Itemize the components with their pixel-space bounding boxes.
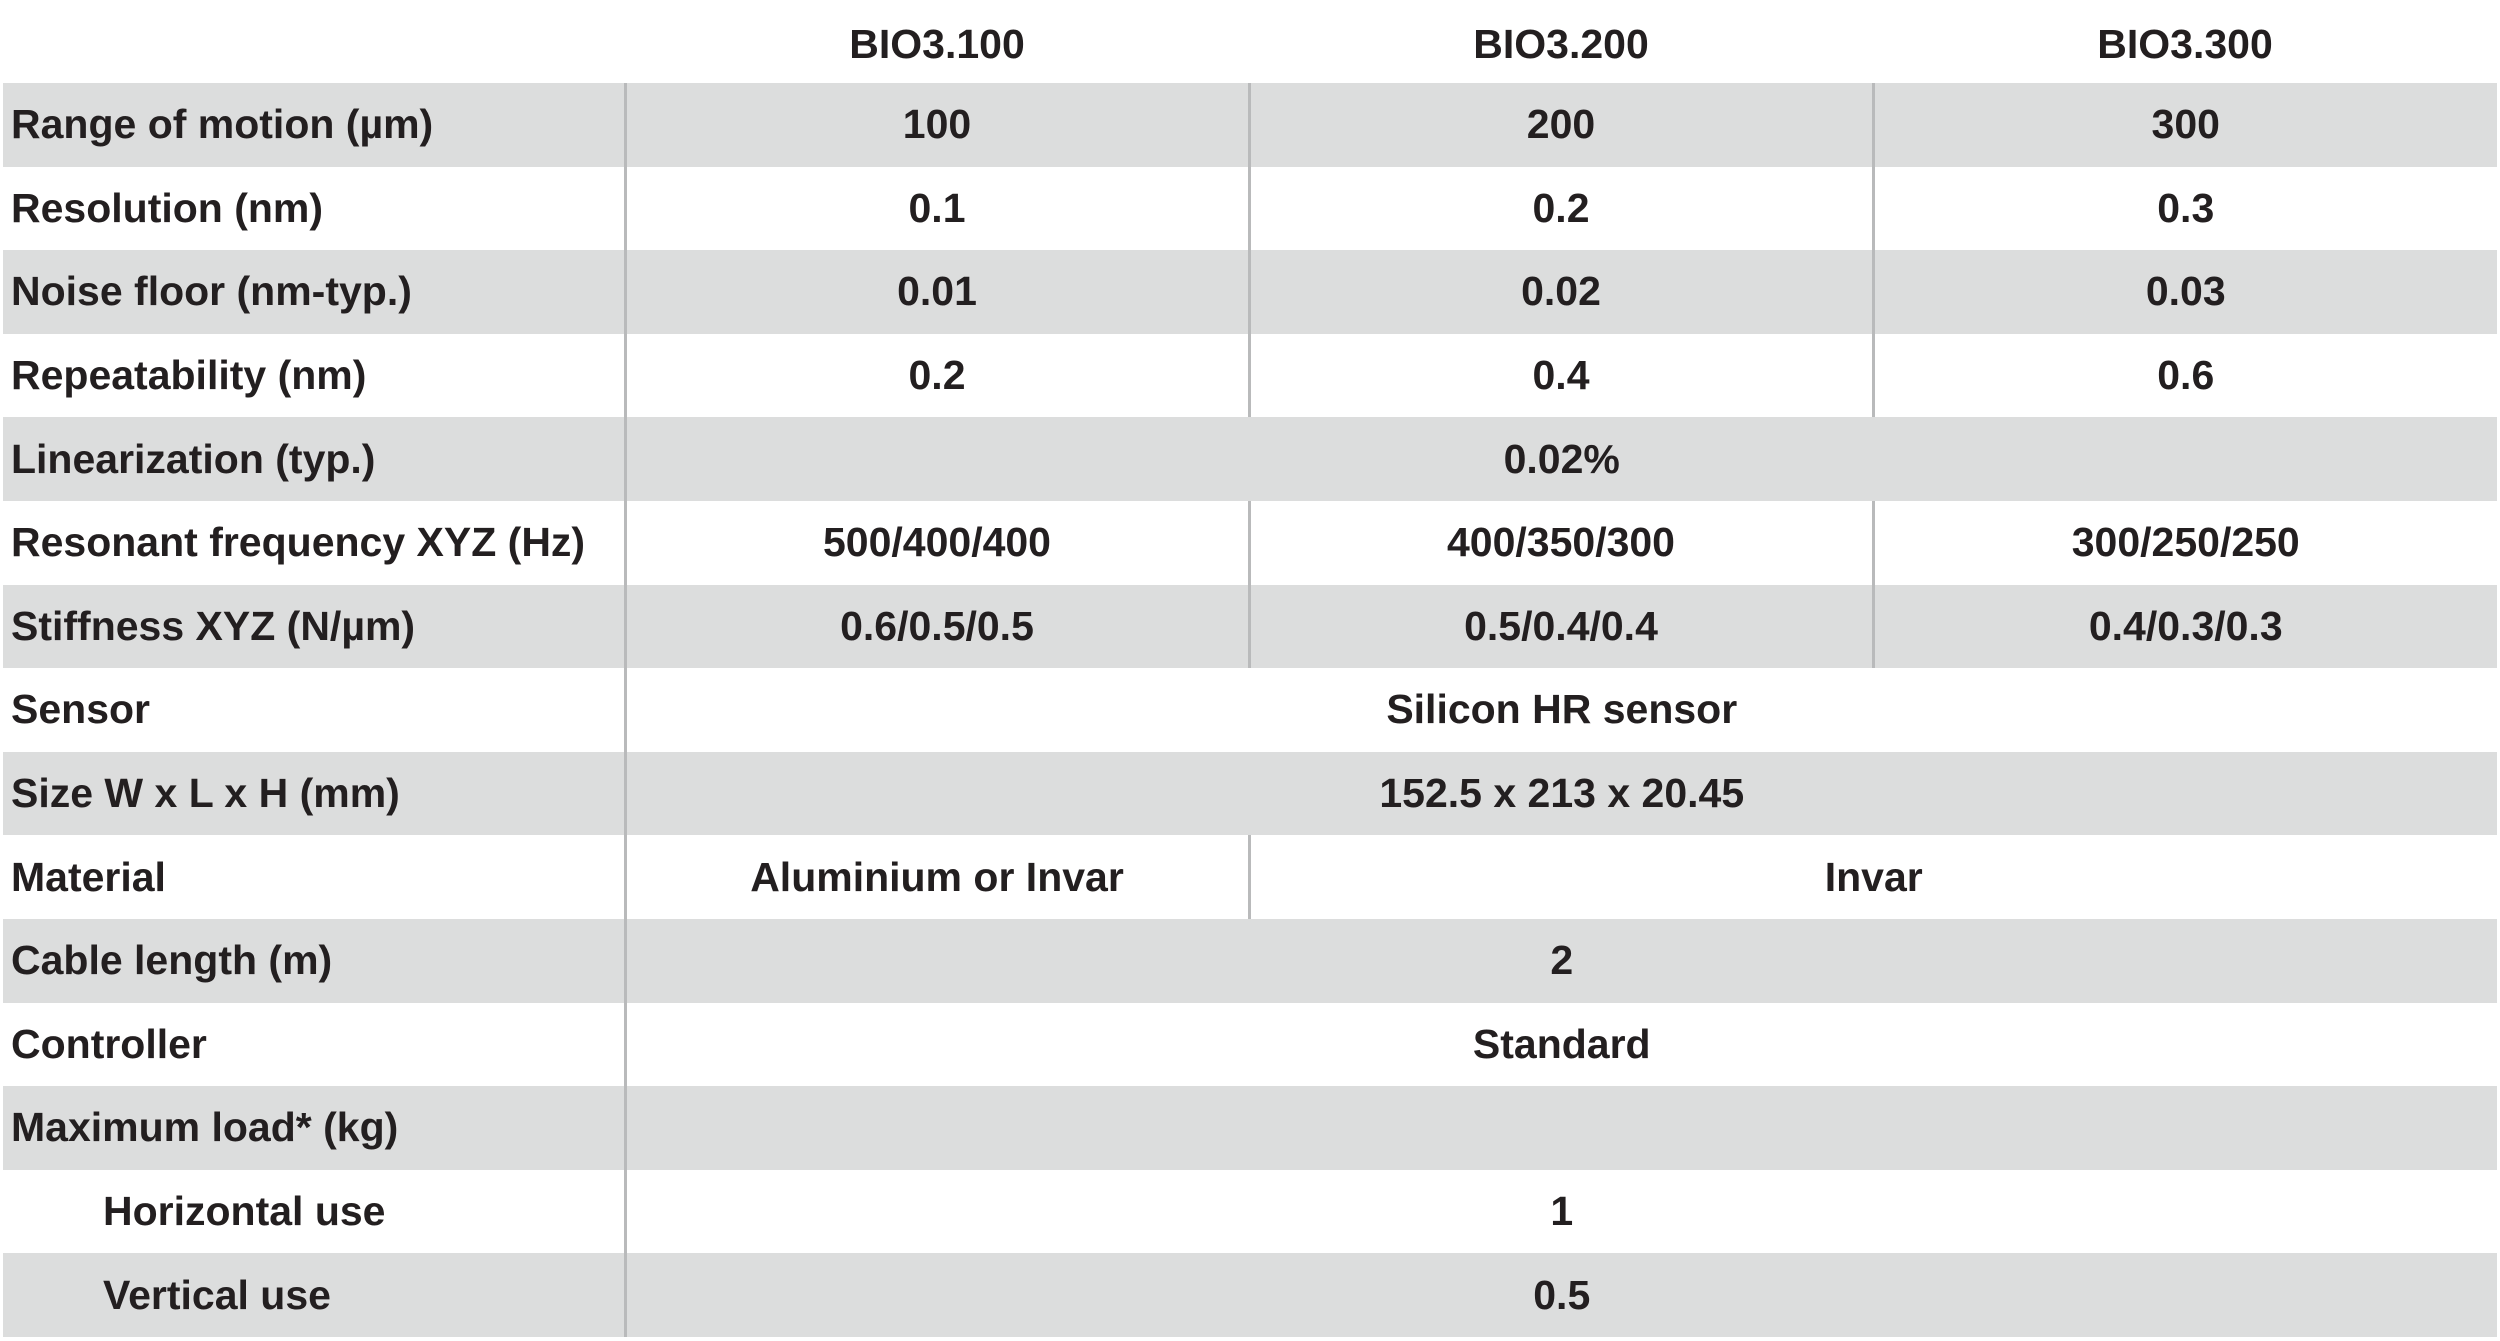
row-label: Vertical use [103, 1271, 331, 1318]
value-cell: 0.03 [1871, 250, 2497, 334]
header-cell-model: BIO3.100 [849, 21, 1025, 67]
row-label: Stiffness XYZ (N/µm) [11, 602, 416, 649]
value-cell: 100 [623, 83, 1249, 167]
table-row: Noise floor (nm-typ.) 0.01 0.02 0.03 [3, 250, 2497, 334]
value-cell: Silicon HR sensor [623, 668, 2497, 752]
header-cell-model: BIO3.300 [2097, 21, 2273, 67]
value-cell: 152.5 x 213 x 20.45 [623, 751, 2497, 836]
value-cell: 0.1 [623, 166, 1249, 251]
table-row: Controller Standard [3, 1002, 2497, 1087]
value-cell: 300/250/250 [1871, 500, 2497, 585]
row-label: Cable length (m) [11, 937, 333, 984]
table-row: Cable length (m) 2 [3, 918, 2497, 1003]
table-row: Material Aluminium or Invar Invar [3, 835, 2497, 919]
table-row: Range of motion (µm) 100 200 300 [3, 83, 2497, 167]
value-cell: 0.4 [1247, 333, 1873, 418]
row-label: Size W x L x H (mm) [11, 770, 400, 817]
value-cell: 300 [1871, 83, 2497, 167]
row-label: Controller [11, 1020, 207, 1067]
value-cell: 2 [623, 918, 2497, 1003]
header-cell-blank [3, 0, 625, 83]
row-label: Linearization (typ.) [11, 435, 376, 482]
value-cell: 0.5 [623, 1253, 2497, 1337]
table-row: Sensor Silicon HR sensor [3, 668, 2497, 752]
header-row: BIO3.100 BIO3.200 BIO3.300 [3, 0, 2497, 83]
value-cell: 0.02% [623, 417, 2497, 501]
value-cell: 200 [1247, 83, 1873, 167]
row-label: Sensor [11, 686, 150, 733]
specification-table: BIO3.100 BIO3.200 BIO3.300 Range of moti… [3, 0, 2497, 1337]
table-row: Resonant frequency XYZ (Hz) 500/400/400 40… [3, 500, 2497, 585]
value-cell: 0.6 [1871, 333, 2497, 418]
table-row: Stiffness XYZ (N/µm) 0.6/0.5/0.5 0.5/0.4/0… [3, 584, 2497, 669]
value-cell: 0.01 [623, 250, 1249, 334]
value-cell [623, 1086, 2497, 1170]
value-cell: 0.2 [1247, 166, 1873, 251]
value-cell: 0.5/0.4/0.4 [1247, 584, 1873, 669]
row-label: Maximum load* (kg) [11, 1104, 399, 1151]
value-cell: 1 [623, 1169, 2497, 1254]
value-cell: 400/350/300 [1247, 500, 1873, 585]
value-cell: Invar [1247, 835, 2497, 919]
row-label: Material [11, 853, 166, 900]
table-row: Resolution (nm) 0.1 0.2 0.3 [3, 166, 2497, 251]
table-row: Maximum load* (kg) [3, 1086, 2497, 1170]
header-cell-model: BIO3.200 [1473, 21, 1649, 67]
row-label: Noise floor (nm-typ.) [11, 268, 412, 315]
value-cell: 0.4/0.3/0.3 [1871, 584, 2497, 669]
row-label: Range of motion (µm) [11, 101, 434, 148]
row-label: Resonant frequency XYZ (Hz) [11, 519, 586, 566]
value-cell: 500/400/400 [623, 500, 1249, 585]
value-cell: 0.3 [1871, 166, 2497, 251]
value-cell: 0.2 [623, 333, 1249, 418]
table-row: Linearization (typ.) 0.02% [3, 417, 2497, 501]
value-cell: Standard [623, 1002, 2497, 1087]
table-row: Vertical use 0.5 [3, 1253, 2497, 1337]
row-label: Horizontal use [103, 1188, 386, 1235]
table-row: Repeatability (nm) 0.2 0.4 0.6 [3, 333, 2497, 418]
row-label: Resolution (nm) [11, 184, 324, 231]
table-row: Size W x L x H (mm) 152.5 x 213 x 20.45 [3, 751, 2497, 836]
value-cell: 0.02 [1247, 250, 1873, 334]
value-cell: 0.6/0.5/0.5 [623, 584, 1249, 669]
row-label: Repeatability (nm) [11, 352, 367, 399]
value-cell: Aluminium or Invar [623, 835, 1249, 919]
table-body: Range of motion (µm) 100 200 300 Resolution … [3, 83, 2497, 1337]
table-row: Horizontal use 1 [3, 1169, 2497, 1254]
